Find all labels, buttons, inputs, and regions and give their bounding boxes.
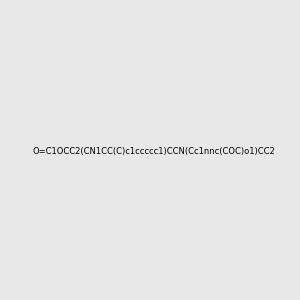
Text: O=C1OCC2(CN1CC(C)c1ccccc1)CCN(Cc1nnc(COC)o1)CC2: O=C1OCC2(CN1CC(C)c1ccccc1)CCN(Cc1nnc(COC…	[32, 147, 275, 156]
